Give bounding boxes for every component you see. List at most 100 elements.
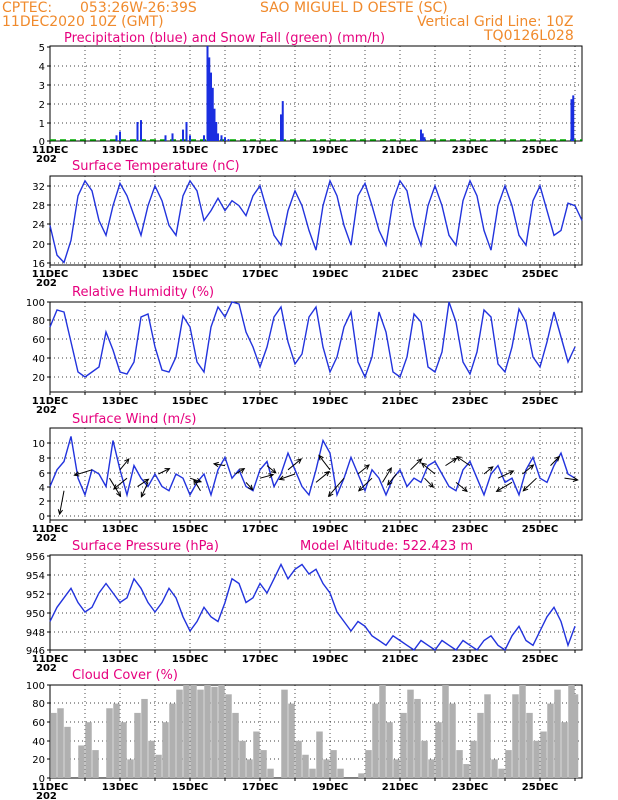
x-tick-label: 11DEC: [32, 269, 68, 280]
x-tick-label: 13DEC: [102, 782, 138, 793]
bar: [208, 57, 211, 141]
panel-frame: [49, 427, 583, 521]
wind-arrow: [59, 490, 65, 515]
wind-arrow: [245, 482, 253, 490]
bar: [484, 694, 491, 778]
wind-arrow-head: [508, 470, 515, 476]
bar: [227, 139, 230, 141]
series-line: [49, 436, 576, 498]
wind-arrow: [315, 471, 330, 483]
y-tick-label: 20: [32, 755, 45, 766]
bar: [491, 759, 498, 778]
wind-arrow: [213, 463, 226, 467]
y-tick-label: 6: [39, 469, 45, 480]
y-tick-label: 954: [26, 571, 45, 582]
wind-arrow: [279, 473, 296, 480]
x-tick-label: 19DEC: [312, 654, 348, 665]
x-tick-label: 15DEC: [172, 396, 208, 407]
wind-arrow: [455, 481, 468, 492]
bar: [400, 712, 407, 778]
y-tick-label: 3: [39, 81, 45, 92]
bar: [189, 135, 191, 141]
bar: [224, 137, 226, 141]
wind-arrow-head: [268, 473, 275, 479]
bar: [435, 722, 442, 778]
header-location: SAO MIGUEL D OESTE (SC): [260, 0, 448, 16]
bar: [512, 694, 519, 778]
wind-arrow: [235, 468, 245, 475]
y-tick-label: 950: [26, 609, 45, 620]
x-tick-label: 11DEC: [32, 782, 68, 793]
bar: [164, 135, 167, 141]
bar: [571, 694, 579, 778]
y-tick-label: 0: [39, 137, 45, 148]
bar: [211, 87, 214, 141]
wind-arrow-head: [522, 485, 529, 492]
y-tick-label: 40: [32, 737, 45, 748]
bar: [554, 689, 561, 778]
y-tick-label: 32: [32, 182, 45, 193]
bar: [505, 750, 512, 778]
bar: [183, 685, 190, 778]
bar: [78, 745, 85, 778]
wind-arrow-head: [296, 458, 303, 464]
x-tick-label: 17DEC: [242, 524, 278, 535]
bar: [119, 131, 121, 141]
panel-3: 100 80 60 40 20 11DEC 13DEC 15DEC 17DEC 19DEC 21DE…: [26, 285, 583, 416]
bar: [337, 768, 344, 778]
x-tick-label: 21DEC: [382, 782, 418, 793]
panel-frame: [49, 45, 583, 142]
wind-arrow: [158, 468, 170, 475]
x-tick-label: 15DEC: [172, 524, 208, 535]
y-tick-label: 4: [39, 62, 45, 73]
bar: [414, 698, 421, 778]
y-tick-label: 2: [39, 100, 45, 111]
y-tick-label: 60: [32, 718, 45, 729]
bar: [281, 101, 284, 141]
bar: [190, 685, 197, 778]
x-tick-label: 17DEC: [242, 782, 278, 793]
wind-arrow: [497, 470, 514, 479]
x-tick-label: 19DEC: [312, 269, 348, 280]
bar: [50, 712, 57, 778]
x-year-label: 202: [36, 278, 57, 289]
panel-frame: [49, 684, 583, 779]
x-tick-label: 13DEC: [102, 269, 138, 280]
wind-arrow: [189, 477, 202, 483]
x-year-label: 202: [36, 663, 57, 674]
bar: [540, 731, 547, 778]
bar: [316, 731, 323, 778]
bar: [176, 689, 183, 778]
bar: [463, 764, 470, 778]
bar: [197, 689, 204, 778]
bar: [253, 731, 260, 778]
x-tick-label: 11DEC: [32, 396, 68, 407]
wind-arrow-head: [164, 468, 171, 473]
wind-arrow: [387, 473, 397, 486]
header-date: 11DEC2020 10Z (GMT): [2, 14, 164, 30]
wind-arrow: [424, 477, 434, 488]
bar: [155, 754, 162, 778]
wind-arrow: [456, 456, 471, 467]
bar: [526, 712, 533, 778]
wind-arrow: [410, 458, 422, 471]
bar: [225, 694, 232, 778]
bar: [148, 740, 155, 778]
wind-arrow: [137, 478, 149, 487]
x-tick-label: 25DEC: [522, 396, 558, 407]
bar: [365, 750, 372, 778]
header-coords: 053:26W-26:39S: [80, 0, 197, 16]
x-tick-label: 11DEC: [32, 145, 68, 156]
y-tick-label: 28: [32, 201, 45, 212]
panel-title: Relative Humidity (%): [72, 285, 214, 300]
x-tick-label: 21DEC: [382, 145, 418, 156]
bar: [267, 768, 274, 778]
bar: [477, 712, 484, 778]
x-tick-label: 13DEC: [102, 396, 138, 407]
y-tick-label: 80: [32, 316, 45, 327]
bar: [561, 722, 568, 778]
wind-arrow-head: [428, 482, 435, 489]
wind-arrow-head: [318, 454, 324, 461]
x-tick-label: 15DEC: [172, 145, 208, 156]
